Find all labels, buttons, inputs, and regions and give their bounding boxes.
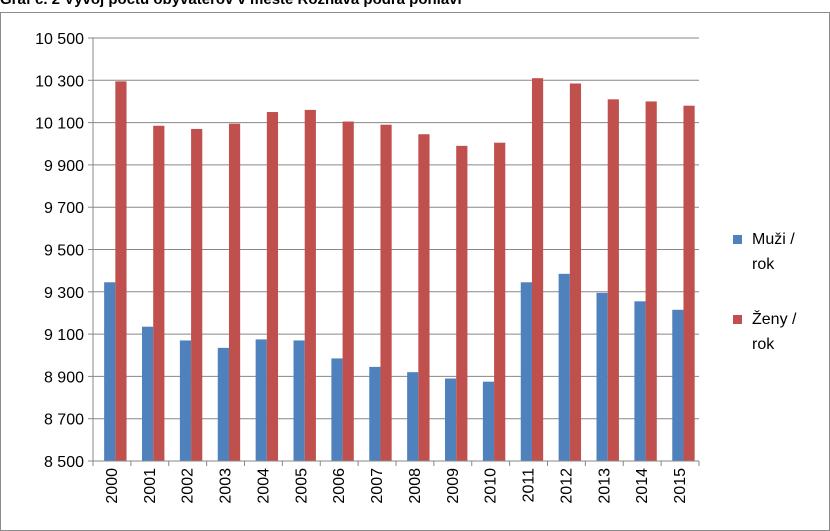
bar-series-1 <box>217 347 229 461</box>
bars <box>104 78 695 462</box>
legend-label: rok <box>752 256 775 273</box>
bar-series-1 <box>482 381 495 461</box>
bar-series-2 <box>191 128 203 461</box>
bar-series-1 <box>445 378 457 461</box>
x-tick-labels: 2000 2001 2002 2003 2004 2005 2006 2007 2008 2009… <box>104 468 689 504</box>
bar-series-1 <box>558 273 570 461</box>
bar-series-2 <box>683 105 695 462</box>
bar-series-1 <box>634 301 646 461</box>
legend-swatch <box>733 315 742 324</box>
y-tick-label: 8 700 <box>44 412 84 429</box>
chart-title: Graf č. 2 Vývoj počtu obyvateľov v meste… <box>0 0 462 8</box>
bar-series-2 <box>607 99 619 462</box>
bar-series-2 <box>228 123 241 461</box>
bar-series-1 <box>407 372 419 461</box>
bar-series-1 <box>293 340 305 461</box>
bar-series-1 <box>596 292 608 461</box>
x-tick-label: 2006 <box>331 468 348 504</box>
bar-series-2 <box>531 78 544 461</box>
bar-series-1 <box>255 339 267 461</box>
x-tick-label: 2004 <box>255 468 272 504</box>
y-tick-label: 9 900 <box>44 158 84 175</box>
x-tick-label: 2008 <box>407 468 424 504</box>
y-tick-label: 9 300 <box>44 285 84 302</box>
bar-series-2 <box>304 109 316 461</box>
x-tick-label: 2003 <box>218 468 235 504</box>
legend-label: rok <box>752 336 775 353</box>
bar-series-2 <box>645 101 657 461</box>
bar-series-2 <box>115 81 127 462</box>
axes <box>88 37 700 466</box>
bar-series-1 <box>142 326 154 461</box>
bar-series-1 <box>369 366 381 461</box>
bar-series-2 <box>494 142 506 461</box>
y-tick-labels: 8 500 8 700 8 900 9 100 9 300 9 500 9 700 9 900… <box>35 31 84 471</box>
bar-series-2 <box>342 121 354 461</box>
bar-series-1 <box>179 340 192 461</box>
x-tick-label: 2002 <box>180 468 197 504</box>
legend: Muži / rok Ženy / rok <box>733 231 797 353</box>
x-tick-label: 2001 <box>142 468 159 504</box>
y-tick-label: 9 100 <box>44 327 84 344</box>
bar-series-2 <box>569 83 582 461</box>
x-tick-label: 2015 <box>672 468 689 504</box>
bar-series-2 <box>456 145 468 462</box>
legend-swatch <box>733 235 742 244</box>
y-tick-label: 10 100 <box>35 116 84 133</box>
y-tick-label: 8 500 <box>44 454 84 471</box>
x-tick-label: 2010 <box>483 468 500 504</box>
x-tick-label: 2013 <box>596 468 613 504</box>
bar-series-1 <box>672 309 684 461</box>
bar-series-1 <box>331 358 343 461</box>
bar-series-1 <box>520 282 532 461</box>
bar-series-2 <box>266 112 279 462</box>
x-tick-label: 2005 <box>293 468 310 504</box>
y-tick-label: 10 500 <box>35 31 84 48</box>
bar-series-2 <box>418 134 430 462</box>
legend-label: Ženy / <box>752 309 797 328</box>
x-tick-label: 2011 <box>521 468 538 503</box>
legend-label: Muži / <box>752 231 795 248</box>
x-tick-label: 2012 <box>558 468 575 504</box>
y-tick-label: 8 900 <box>44 369 84 386</box>
x-tick-label: 2009 <box>445 468 462 504</box>
x-tick-label: 2000 <box>104 468 121 504</box>
bar-series-2 <box>380 124 392 461</box>
y-tick-label: 9 700 <box>44 200 84 217</box>
bar-series-1 <box>104 282 116 461</box>
x-tick-label: 2014 <box>634 468 651 504</box>
y-tick-label: 9 500 <box>44 243 84 260</box>
bar-series-2 <box>153 125 165 462</box>
y-tick-label: 10 300 <box>35 73 84 90</box>
x-tick-label: 2007 <box>369 468 386 504</box>
